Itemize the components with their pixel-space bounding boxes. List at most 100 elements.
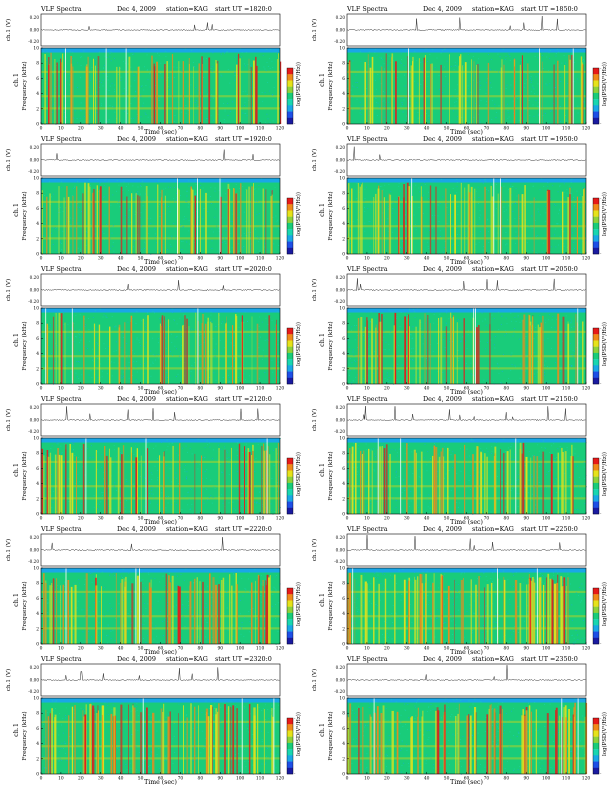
spectrogram-speckle [179,317,181,319]
spectrogram-sferic [375,324,377,384]
spectrogram-speckle [411,338,413,339]
spectrogram-speckle [578,438,580,440]
spectrogram-speckle [168,206,169,207]
spectrogram-speckle [257,576,259,578]
spectrogram-speckle [364,211,366,212]
spectrogram-speckle [545,220,547,222]
spectrogram-speckle [176,67,178,69]
spectrogram-speckle [273,450,275,451]
spectrogram-speckle [127,321,129,323]
spectrogram-speckle [197,594,199,596]
spectrogram-speckle [498,372,500,374]
spectrogram-sferic [403,197,405,254]
spectrogram-speckle [432,179,434,181]
spectrogram-speckle [499,382,501,383]
spectrogram-speckle [508,54,510,55]
spectrogram-speckle [93,506,95,508]
spectrogram-speckle [428,117,430,119]
spectrogram-speckle [355,74,357,76]
spectrogram-speckle [563,191,565,193]
spectrogram-speckle [125,186,127,187]
spectrogram-speckle [98,600,100,602]
spectrogram-speckle [390,107,392,109]
spectrogram-speckle [63,585,65,587]
spectrogram-speckle [495,208,497,209]
spectrogram-speckle [557,191,559,193]
colorbar-segment [593,68,599,75]
spectrogram-speckle [531,477,533,479]
panel-date: Dec 4, 2009 [423,135,462,143]
spectrogram-speckle [518,120,520,122]
spectrogram-speckle [384,106,385,108]
spectrogram-speckle [177,72,179,74]
spectrogram-speckle [385,341,387,343]
spectrogram-speckle [252,629,254,631]
spectrogram-speckle [245,221,247,223]
spectrogram-speckle [498,468,500,470]
spectrogram-speckle [538,113,540,115]
spectrogram-speckle [221,233,223,235]
colorbar-segment [593,99,599,106]
spectrogram-speckle [48,344,50,346]
spectrogram-sferic [74,584,77,644]
spectrogram-speckle [503,354,504,355]
spectrogram-speckle [459,448,461,450]
spectrogram-speckle [268,576,270,577]
spectrogram-speckle [407,448,409,449]
spectrogram-speckle [221,238,223,239]
spectrogram-speckle [80,502,82,504]
panel-station: station=KAG [166,135,208,143]
spectrogram-speckle [256,618,258,620]
spectrogram-speckle [446,312,448,314]
spectrogram-speckle [514,203,516,205]
spectrogram-speckle [395,507,397,509]
spectrogram-speckle [376,501,378,502]
spectrogram-speckle [236,449,238,451]
spectrogram-speckle [408,511,410,513]
spectrogram-speckle [142,205,144,207]
spectrogram-speckle [359,332,360,334]
spectrogram-sferic [418,58,420,125]
spectrogram-sferic [251,455,253,514]
spectrogram-speckle [45,60,47,61]
spectrogram-speckle [74,110,76,112]
spectrogram-speckle [577,105,579,107]
spectrogram-speckle [139,464,141,465]
spectrogram-sferic [271,194,273,254]
spectrogram-speckle [109,603,111,604]
spectrogram-speckle [540,499,542,500]
spectrogram-speckle [231,487,233,489]
spectrogram-speckle [584,379,586,381]
spectrogram-speckle [505,506,507,508]
spectrogram-speckle [378,106,380,108]
spectrogram-speckle [256,501,258,503]
spectrogram-speckle [126,481,128,483]
spectrogram-speckle [401,318,403,320]
spectrogram-speckle [185,218,187,220]
spectrogram-speckle [370,321,371,322]
spectrogram-speckle [188,605,190,606]
time-tick-label: 20 [384,517,390,522]
spectrogram-speckle [231,365,233,367]
spectrogram-speckle [274,226,276,228]
spectrogram-speckle [250,632,252,633]
spectrogram-speckle [530,78,531,79]
spectrogram-speckle [507,447,509,449]
spectrogram-speckle [215,343,217,345]
spectrogram-sferic [568,54,570,124]
colorbar-label: log(PSD(V²/Hz)) [601,192,608,236]
time-tick-label: 120 [582,387,591,392]
freq-tick-label: 10 [339,437,345,442]
spectrogram-speckle [494,107,496,109]
spectrogram-speckle [257,236,259,238]
spectrogram-speckle [252,571,254,573]
spectrogram-sferic [518,194,520,254]
spectrogram-speckle [195,184,197,185]
spectrogram-sferic [201,323,203,384]
spectrogram-speckle [47,86,49,88]
spectrogram-speckle [154,578,156,579]
spectrogram-speckle [417,308,419,309]
spectrogram-speckle [153,448,154,449]
spectrogram-speckle [239,211,241,213]
spectrogram-speckle [193,582,195,583]
